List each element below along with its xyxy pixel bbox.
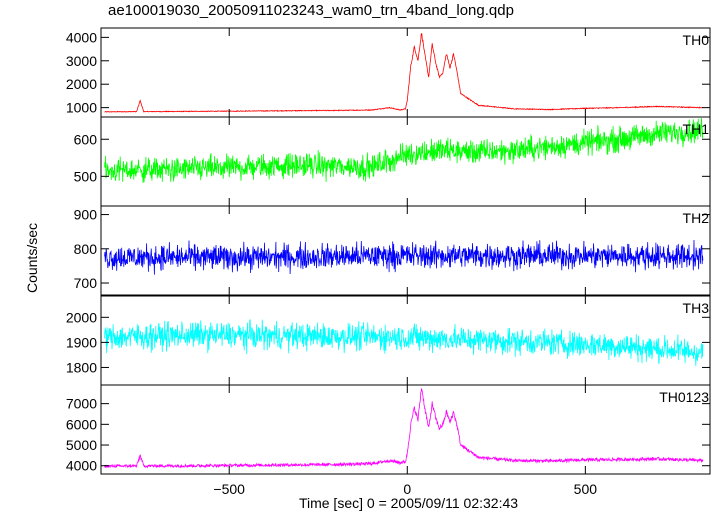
series-line-th0123 bbox=[104, 387, 704, 469]
y-tick-label: 4000 bbox=[66, 29, 97, 45]
panel-label-th2: TH2 bbox=[683, 210, 710, 226]
series-line-th2 bbox=[104, 239, 704, 275]
y-tick-label: 900 bbox=[74, 207, 98, 223]
y-tick-label: 7000 bbox=[66, 396, 97, 412]
series-line-th1 bbox=[104, 117, 704, 183]
panel-label-th0: TH0 bbox=[683, 32, 710, 48]
y-tick-label: 5000 bbox=[66, 437, 97, 453]
panel-frame bbox=[100, 384, 711, 475]
y-tick-label: 2000 bbox=[66, 76, 97, 92]
panel-label-th3: TH3 bbox=[683, 300, 710, 316]
y-tick-label: 4000 bbox=[66, 458, 97, 474]
y-tick-label: 500 bbox=[74, 168, 98, 184]
y-tick-label: 700 bbox=[74, 275, 98, 291]
panel-label-th1: TH1 bbox=[683, 121, 710, 137]
y-tick-label: 2000 bbox=[66, 309, 97, 325]
y-tick-label: 3000 bbox=[66, 53, 97, 69]
y-tick-label: 1800 bbox=[66, 359, 97, 375]
series-line-th3 bbox=[104, 319, 704, 366]
panel-frame bbox=[100, 27, 711, 118]
x-tick-label: 0 bbox=[403, 481, 411, 497]
y-tick-label: 600 bbox=[74, 131, 98, 147]
panel-label-th0123: TH0123 bbox=[659, 389, 709, 405]
y-tick-label: 1900 bbox=[66, 334, 97, 350]
panel-frame bbox=[100, 205, 711, 296]
y-tick-label: 6000 bbox=[66, 416, 97, 432]
y-tick-label: 1000 bbox=[66, 100, 97, 116]
series-line-th0 bbox=[104, 33, 703, 113]
x-tick-label: −500 bbox=[213, 481, 245, 497]
y-tick-label: 800 bbox=[74, 241, 98, 257]
x-axis-label: Time [sec] 0 = 2005/09/11 02:32:43 bbox=[298, 495, 519, 511]
x-tick-label: 500 bbox=[574, 481, 598, 497]
chart-title: ae100019030_20050911023243_wam0_trn_4ban… bbox=[108, 2, 514, 19]
